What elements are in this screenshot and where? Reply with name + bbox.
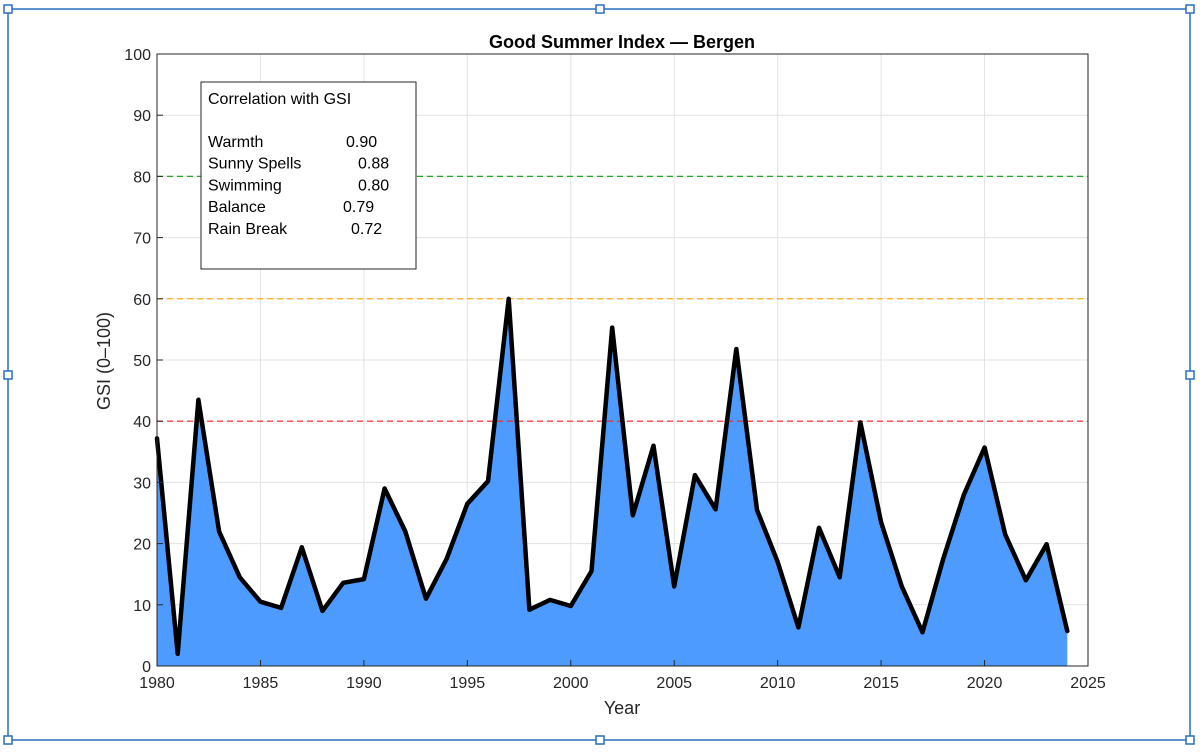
legend-entry-label-3: Balance <box>208 199 266 216</box>
chart-title: Good Summer Index — Bergen <box>489 32 755 52</box>
x-tick-label-2025: 2025 <box>1070 675 1106 692</box>
y-tick-label-90: 90 <box>133 108 151 125</box>
legend-box <box>201 82 416 269</box>
y-axis-label: GSI (0–100) <box>94 312 114 410</box>
x-tick-label-2010: 2010 <box>760 675 796 692</box>
y-tick-label-0: 0 <box>142 659 151 676</box>
resize-handle-bottom[interactable] <box>596 736 604 744</box>
legend-title: Correlation with GSI <box>208 91 351 108</box>
y-tick-label-60: 60 <box>133 292 151 309</box>
x-tick-label-1995: 1995 <box>450 675 486 692</box>
legend-entry-label-0: Warmth <box>208 134 263 151</box>
legend-entry-value-3: 0.79 <box>343 199 374 216</box>
y-tick-label-80: 80 <box>133 169 151 186</box>
y-tick-label-20: 20 <box>133 537 151 554</box>
legend-entry-label-2: Swimming <box>208 177 282 194</box>
y-tick-label-10: 10 <box>133 598 151 615</box>
x-tick-label-1990: 1990 <box>346 675 382 692</box>
resize-handle-top-right[interactable] <box>1186 5 1194 13</box>
y-tick-label-70: 70 <box>133 231 151 248</box>
x-tick-label-2005: 2005 <box>656 675 692 692</box>
legend-entry-label-4: Rain Break <box>208 221 288 238</box>
y-tick-label-50: 50 <box>133 353 151 370</box>
legend-entry-value-1: 0.88 <box>358 156 389 173</box>
y-tick-label-30: 30 <box>133 475 151 492</box>
legend-entry-value-4: 0.72 <box>351 221 382 238</box>
x-axis-label: Year <box>604 698 640 718</box>
x-tick-label-1980: 1980 <box>139 675 175 692</box>
resize-handle-left[interactable] <box>4 371 12 379</box>
legend-entry-value-0: 0.90 <box>346 134 377 151</box>
x-tick-label-2020: 2020 <box>967 675 1003 692</box>
y-tick-label-40: 40 <box>133 414 151 431</box>
resize-handle-top-left[interactable] <box>4 5 12 13</box>
x-tick-label-2015: 2015 <box>863 675 899 692</box>
resize-handle-bottom-left[interactable] <box>4 736 12 744</box>
x-tick-label-1985: 1985 <box>243 675 279 692</box>
correlation-legend: Correlation with GSI Warmth 0.90 Sunny Spe… <box>201 82 416 269</box>
resize-handle-top[interactable] <box>596 5 604 13</box>
resize-handle-bottom-right[interactable] <box>1186 736 1194 744</box>
x-tick-label-2000: 2000 <box>553 675 589 692</box>
resize-handle-right[interactable] <box>1186 371 1194 379</box>
y-tick-label-100: 100 <box>124 47 151 64</box>
legend-entry-value-2: 0.80 <box>358 177 389 194</box>
legend-entry-label-1: Sunny Spells <box>208 156 301 173</box>
